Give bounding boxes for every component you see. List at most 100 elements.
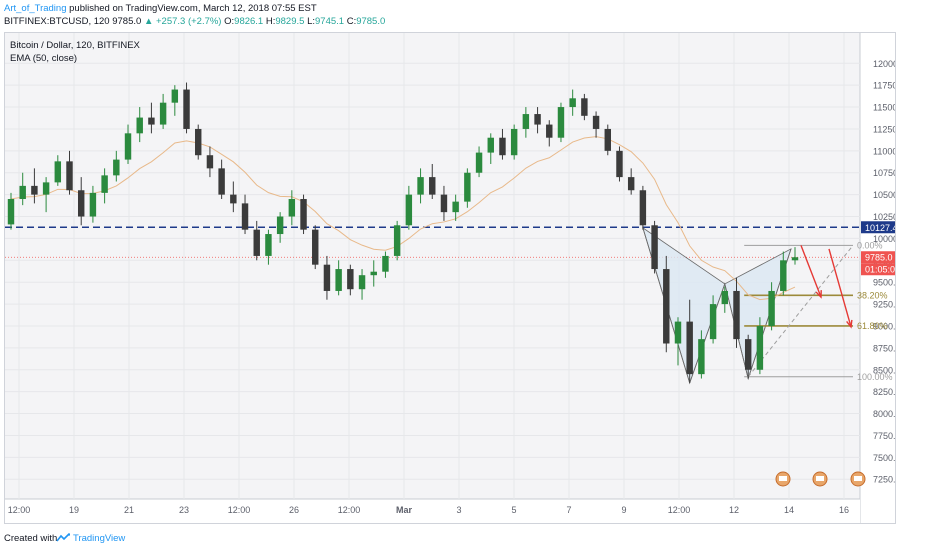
low-label: L: [307,16,315,27]
x-tick-label: 19 [69,505,79,515]
candle [148,102,155,134]
candle-body [19,185,26,200]
candle [627,168,635,195]
price-tag [861,221,895,234]
candle [288,190,296,226]
candle [183,82,190,134]
candle-body [113,159,120,176]
candle-body [756,325,764,370]
candle [522,107,530,138]
quote-line: BITFINEX:BTCUSD, 120 9785.0 ▲ +257.3 (+2… [4,16,385,27]
candle-body [54,161,62,183]
event-flag-inner [854,476,862,481]
candle [780,251,787,296]
x-tick-label: 7 [566,505,571,515]
x-tick-label: 26 [289,505,299,515]
candle-body [323,264,331,291]
last-price: 9785.0 [112,16,142,27]
candle [417,168,424,204]
candle [499,128,506,160]
candle-body [358,275,366,290]
candle [663,255,670,353]
candle [429,163,436,200]
candle-body [230,194,237,204]
candle-body [616,150,623,178]
x-tick-label: 3 [456,505,461,515]
candle-body [300,199,307,230]
candle [464,168,471,208]
candle [31,168,38,204]
candle [66,150,73,195]
y-tick-label: 8500.0 [873,365,896,375]
projection-arrow [828,248,852,328]
fib-trend-line [747,245,854,378]
y-tick-label: 11250.0 [873,124,896,134]
candle [323,255,331,300]
candle [335,260,342,296]
author-link[interactable]: Art_of_Trading [4,3,67,14]
candle-body [686,321,693,375]
candle-body [183,89,190,129]
candle-body [288,199,296,217]
candle-body [440,194,448,213]
candle [19,172,26,206]
candle-body [241,203,249,230]
candle-body [639,190,647,226]
y-tick-label: 8000.0 [873,409,896,419]
y-tick-label: 7250.0 [873,475,896,485]
candle [7,192,15,230]
candle [265,229,272,265]
candle [370,260,377,287]
candle [253,220,260,261]
open-value: 9826.1 [234,16,264,27]
candle [487,133,494,164]
candle [382,251,389,278]
candle [733,277,740,348]
candle-body [464,172,471,202]
symbol-label: BITFINEX:BTCUSD, 120 [4,16,110,27]
ema-line [10,136,796,301]
candle-body [265,234,272,256]
low-value: 9745.1 [315,16,345,27]
candle [510,124,518,160]
price-tag [861,263,895,276]
fib-level-label: 38.20% [857,290,888,300]
x-tick-label: 12:00 [338,505,361,515]
up-arrow-icon: ▲ [143,16,154,27]
candle [674,317,682,366]
candle-body [429,177,436,195]
candle [721,286,729,313]
candle-body [475,152,483,173]
publish-line: Art_of_Trading published on TradingView.… [4,3,317,14]
candle [744,334,752,379]
projection-arrow-head [815,290,822,299]
candle-body [557,107,565,138]
candle-body [627,177,635,191]
y-tick-label: 11500.0 [873,103,896,113]
x-tick-label: 12:00 [8,505,31,515]
y-tick-label: 9250.0 [873,300,896,310]
candle-body [721,290,729,305]
tradingview-brand-link[interactable]: TradingView [73,533,126,544]
candle-body [195,128,202,156]
candle-body [382,255,389,272]
candle [171,85,179,116]
indicator-label: EMA (50, close) [10,53,78,64]
series-title: Bitcoin / Dollar, 120, BITFINEX [10,40,140,51]
chart-plot-area[interactable]: 12000.0 11750.0 11500.0 11250.0 11000.0 10750… [4,32,896,524]
candle [393,220,401,261]
high-label: H: [265,16,276,27]
candle [698,330,705,379]
candle-body [592,115,600,129]
fib-level-label: 100.00% [857,372,893,382]
event-flag-icon [812,471,828,487]
candle [709,295,717,344]
candle [276,212,284,243]
y-tick-label: 10000.0 [873,234,896,244]
price-chart[interactable]: 12000.0 11750.0 11500.0 11250.0 11000.0 10750… [5,33,896,524]
published-text: published on TradingView.com, March 12, … [69,3,317,14]
candle-body [522,114,530,129]
candle [241,194,249,235]
candle [405,185,413,230]
candle-body [159,102,167,125]
